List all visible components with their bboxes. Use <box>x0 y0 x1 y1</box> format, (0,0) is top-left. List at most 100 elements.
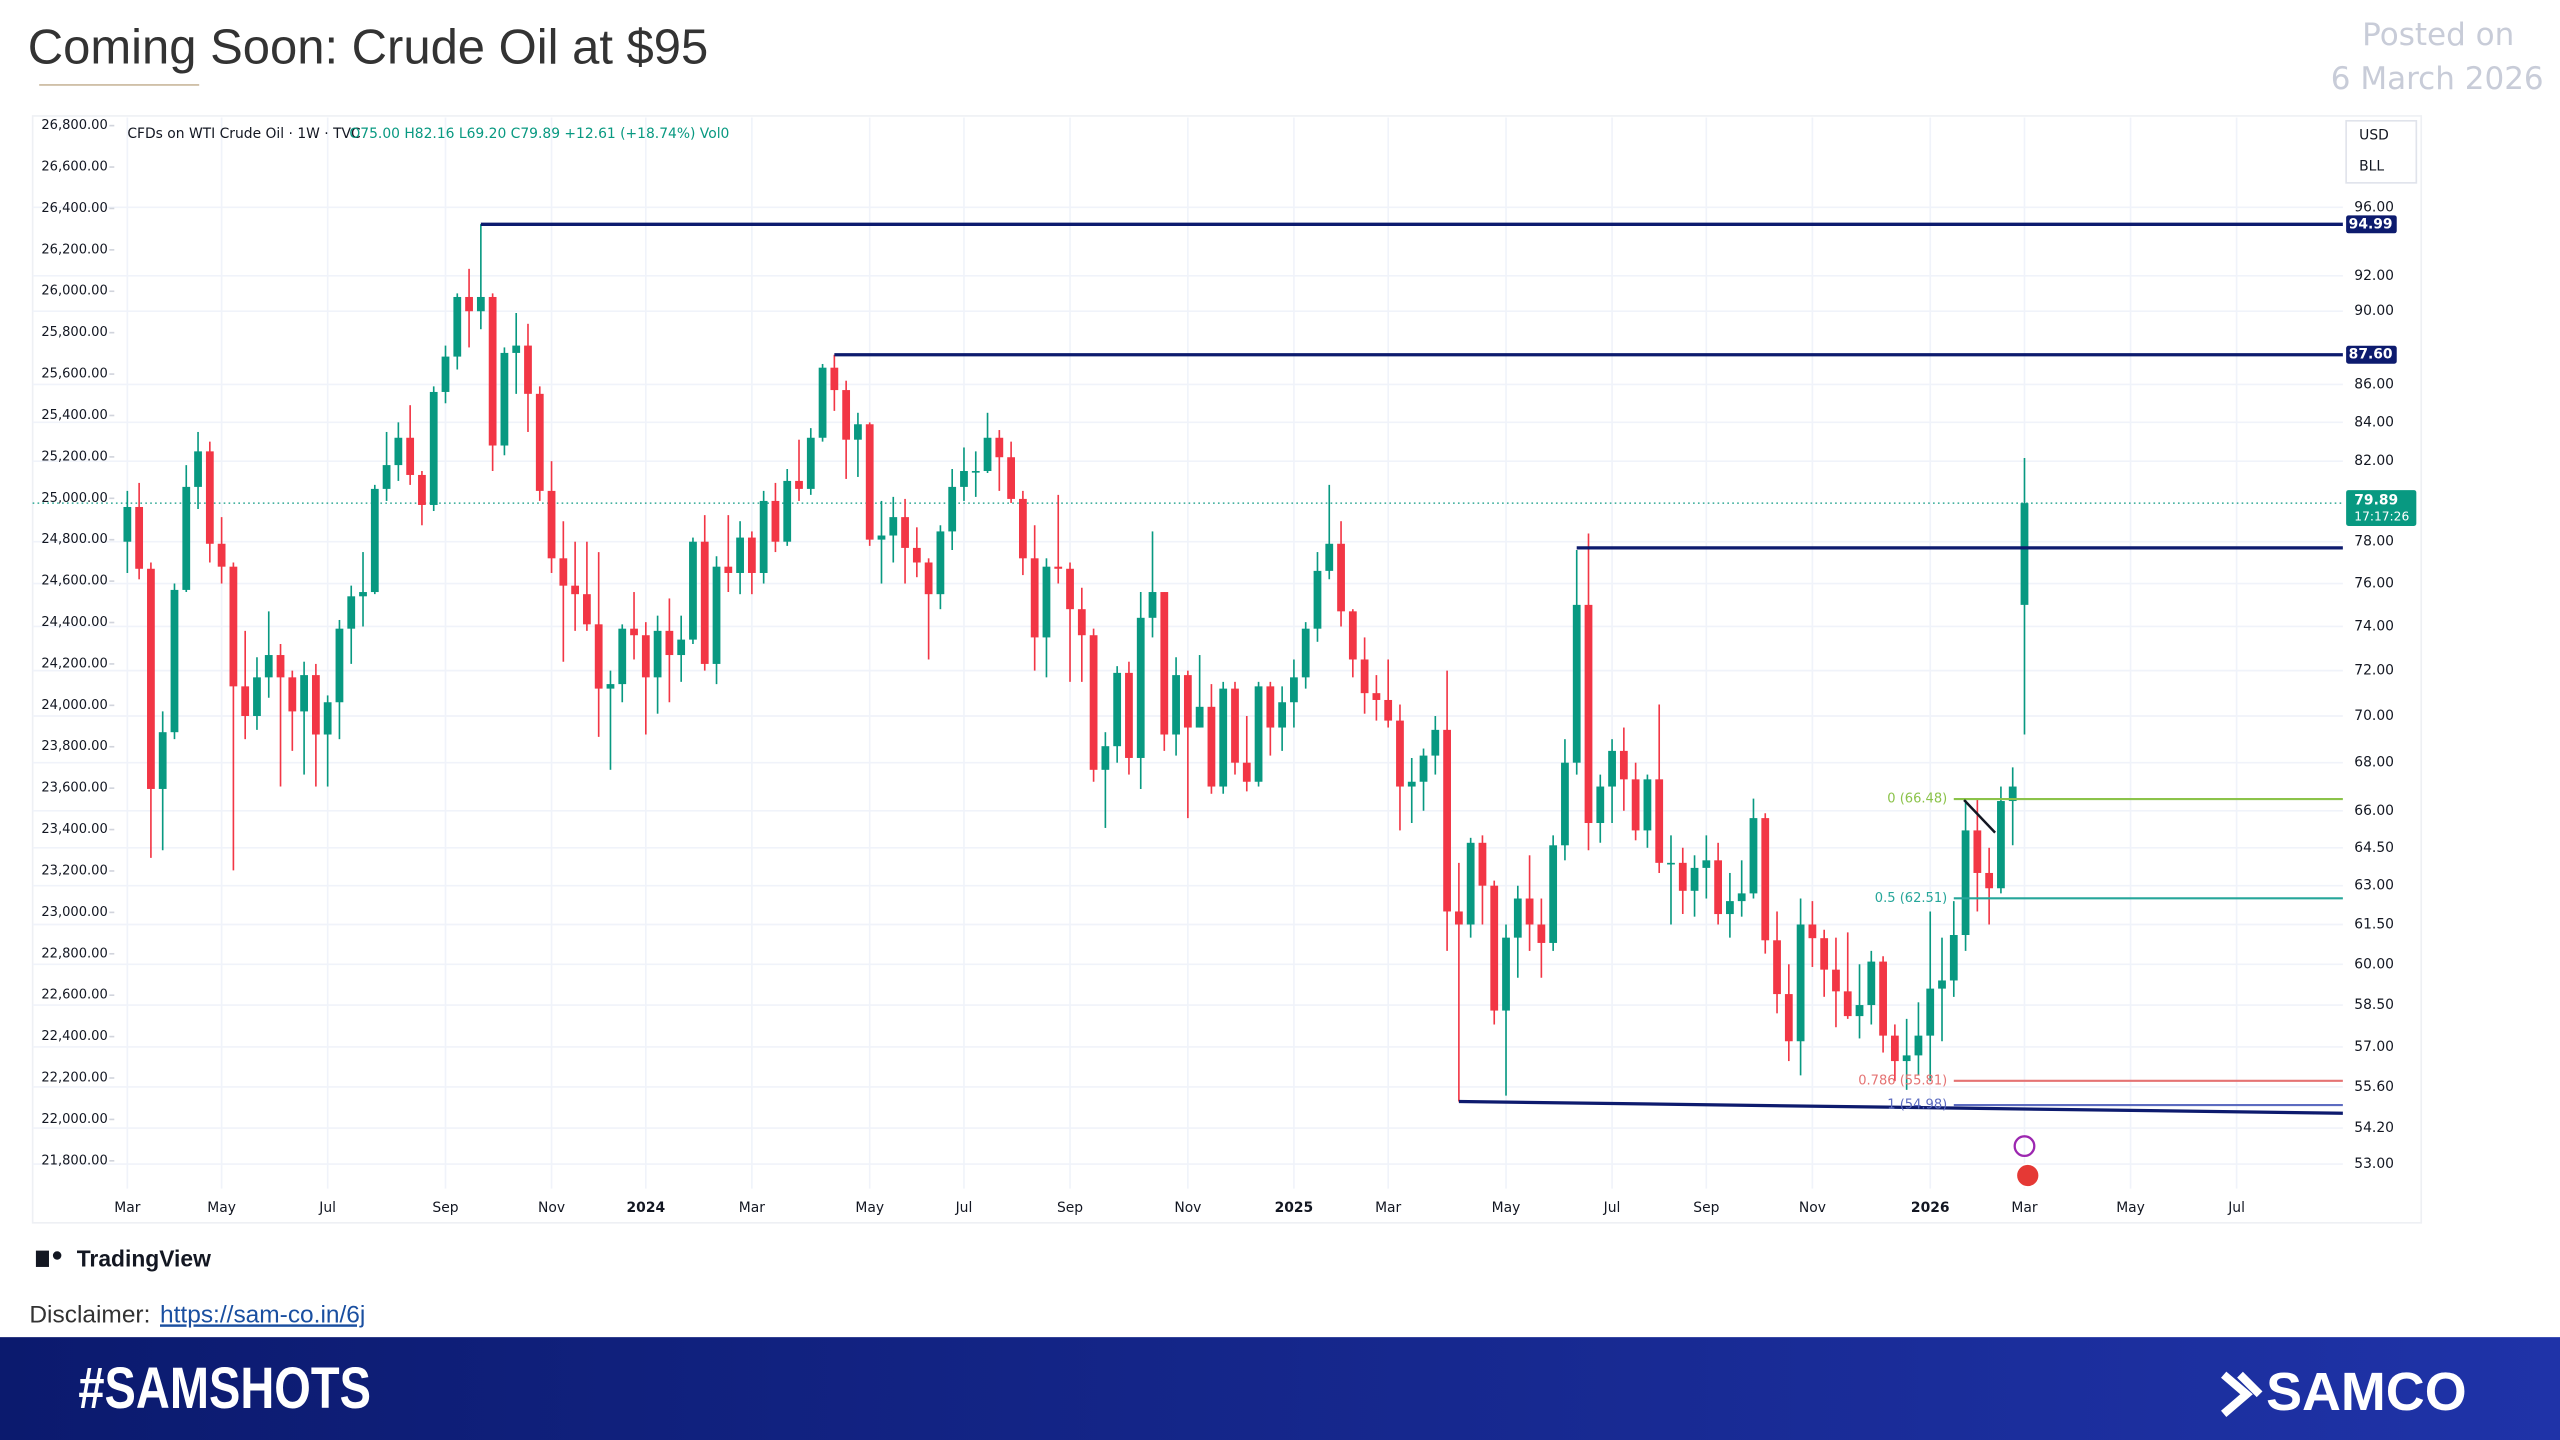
candle-body <box>1608 750 1616 787</box>
candle-body <box>1596 786 1605 824</box>
y2-tick-label: 22,400.00 <box>41 1029 107 1044</box>
y-tick-label: 76.00 <box>2354 576 2394 592</box>
level-tag <box>2346 345 2397 364</box>
candle-body <box>1867 961 1876 1006</box>
disclaimer-label: Disclaimer: <box>29 1301 150 1328</box>
candle-body <box>1561 762 1569 846</box>
candle-body <box>700 541 709 664</box>
candle-body <box>335 628 344 703</box>
candle-body <box>359 592 367 597</box>
candle-body <box>606 684 615 689</box>
candle-body <box>1737 893 1746 902</box>
candle-body <box>1643 779 1652 831</box>
y2-tick-label: 23,800.00 <box>41 739 107 754</box>
candle-body <box>1961 830 1970 936</box>
candle-body <box>1784 994 1793 1042</box>
unit-box <box>2345 120 2418 184</box>
candle-body <box>170 589 179 733</box>
candle-body <box>1949 935 1958 981</box>
candle-body <box>1419 755 1428 782</box>
candle-body <box>901 517 909 548</box>
candle-body <box>1195 706 1204 728</box>
y-tick-label: 84.00 <box>2354 414 2394 430</box>
candle-body <box>1749 818 1758 894</box>
candle-body <box>1808 924 1817 939</box>
y2-tick-label: 25,400.00 <box>41 408 107 423</box>
candle-body <box>1254 686 1263 782</box>
y-tick-label: 61.50 <box>2354 917 2394 933</box>
candle-body <box>1973 830 1982 873</box>
candle-body <box>771 500 780 542</box>
y-tick-label: 72.00 <box>2354 663 2394 679</box>
candle-body <box>1478 842 1487 886</box>
y2-tick-label: 26,600.00 <box>41 160 107 175</box>
y-tick-label: 60.00 <box>2354 956 2394 972</box>
candle-body <box>783 480 792 542</box>
y-tick-label: 58.50 <box>2354 997 2394 1013</box>
y-tick-label: 92.00 <box>2354 268 2394 284</box>
candle-body <box>1631 779 1640 831</box>
candle-body <box>524 345 532 394</box>
tradingview-logo: TradingView <box>35 1245 211 1271</box>
x-tick-label: May <box>855 1200 884 1216</box>
x-tick-label: Mar <box>739 1200 765 1216</box>
candle-body <box>264 655 273 678</box>
y2-tick-label: 25,600.00 <box>41 367 107 382</box>
y2-tick-label: 23,600.00 <box>41 781 107 796</box>
candle-body <box>1690 867 1699 891</box>
x-tick-label: Nov <box>538 1200 565 1216</box>
support-line <box>1458 1099 2343 1115</box>
candle-body <box>241 686 250 716</box>
candle-body <box>288 677 297 712</box>
y2-tick-label: 21,800.00 <box>41 1153 107 1168</box>
candle-body <box>1702 860 1711 868</box>
candle-body <box>889 517 898 536</box>
candle-body <box>2020 503 2029 605</box>
x-tick-label: May <box>1492 1200 1521 1216</box>
fib-label: 0.786 (55.81) <box>1858 1073 1947 1088</box>
candle-body <box>1242 762 1251 782</box>
fib-label: 0.5 (62.51) <box>1875 891 1947 906</box>
candle-body <box>1466 842 1475 925</box>
candle-body <box>1431 729 1440 756</box>
x-tick-label: May <box>207 1200 236 1216</box>
candle-body <box>1985 872 1994 889</box>
y-tick-label: 96.00 <box>2354 199 2394 215</box>
candle-body <box>147 568 155 789</box>
y-tick-label: 78.00 <box>2354 534 2394 550</box>
candle-body <box>194 451 202 487</box>
candle-body <box>865 424 874 540</box>
candle-body <box>1207 706 1216 787</box>
candle-body <box>512 345 521 353</box>
y2-tick-label: 26,400.00 <box>41 201 107 216</box>
unit: BLL <box>2359 159 2384 175</box>
candle-body <box>1584 604 1593 824</box>
candle-body <box>618 628 627 685</box>
candle-body <box>747 537 756 573</box>
level-label: 94.99 <box>2349 216 2393 232</box>
candle-body <box>877 535 886 540</box>
candle-body <box>1502 937 1510 1011</box>
candle-body <box>630 628 638 636</box>
candle-body <box>912 547 921 563</box>
candle-body <box>724 566 733 573</box>
candle-body <box>1879 961 1887 1036</box>
candle-body <box>995 437 1004 458</box>
y2-tick-label: 24,800.00 <box>41 532 107 547</box>
candle-body <box>1678 862 1687 891</box>
candle-body <box>818 367 827 438</box>
candle-body <box>1997 801 2005 889</box>
candle-body <box>594 624 603 689</box>
event-icon <box>2013 1135 2036 1158</box>
candle-body <box>571 585 580 595</box>
disclaimer-link[interactable]: https://sam-co.in/6j <box>160 1301 365 1328</box>
y2-tick-label: 22,800.00 <box>41 946 107 961</box>
candle-body <box>370 488 379 593</box>
candle-body <box>1372 693 1381 700</box>
currency: USD <box>2359 128 2389 144</box>
candle-body <box>1101 746 1110 770</box>
candle-body <box>641 635 650 678</box>
candle-body <box>653 630 662 678</box>
x-tick-label: May <box>2116 1200 2145 1216</box>
